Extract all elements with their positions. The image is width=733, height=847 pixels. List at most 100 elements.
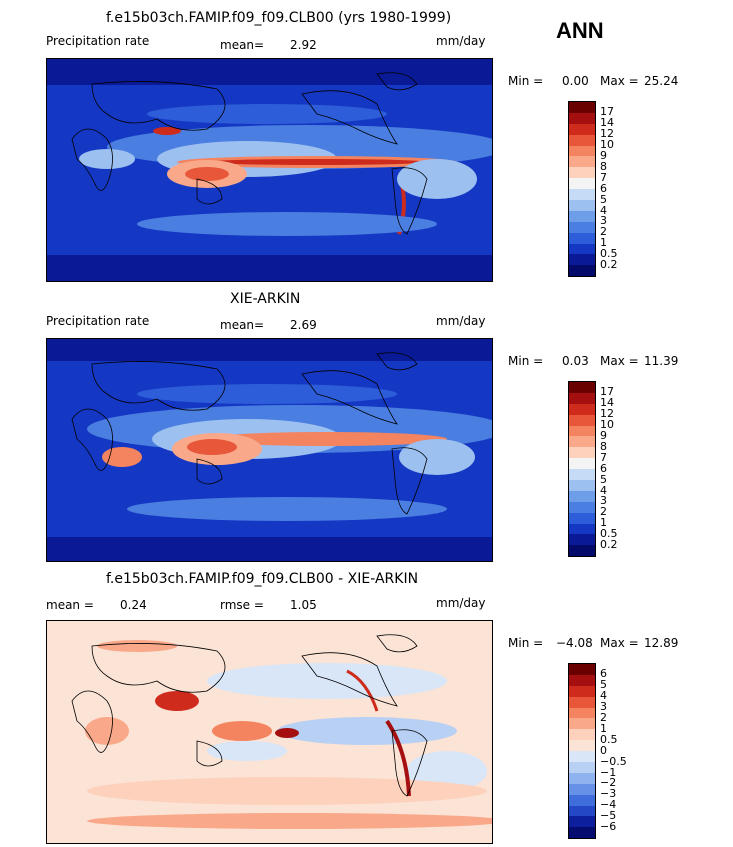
colorbar-level-label: 8	[600, 439, 607, 453]
panel-3-rmse-label: rmse =	[220, 598, 264, 612]
colorbar-level-label: 0.5	[600, 247, 618, 261]
panel-3-max-label: Max =	[600, 636, 639, 650]
colorbar-swatch	[569, 490, 595, 502]
colorbar-level-label: 14	[600, 396, 614, 410]
colorbar-level-label: 0.2	[600, 258, 618, 272]
colorbar-swatch	[569, 458, 595, 470]
colorbar-level-label: 1	[600, 516, 607, 530]
panel-1-map	[46, 58, 493, 282]
colorbar-swatch	[569, 762, 595, 773]
colorbar-swatch	[569, 178, 595, 190]
colorbar-level-label: 2	[600, 505, 607, 519]
colorbar-level-label: 6	[600, 667, 607, 681]
colorbar-level-label: 3	[600, 214, 607, 228]
colorbar-level-label: 5	[600, 678, 607, 692]
colorbar-swatch	[569, 740, 595, 752]
panel-3-colorbar	[568, 663, 596, 840]
panel-3-min-label: Min =	[508, 636, 544, 650]
panel-2-mean-value: 2.69	[290, 318, 317, 332]
colorbar-level-label: −0.5	[600, 754, 627, 768]
panel-1-mean-label: mean=	[220, 38, 265, 52]
colorbar-swatch	[569, 469, 595, 481]
colorbar-swatch	[569, 210, 595, 222]
panel-1-title: f.e15b03ch.FAMIP.f09_f09.CLB00 (yrs 1980…	[106, 10, 452, 26]
colorbar-level-label: 2	[600, 711, 607, 725]
panel-3-mean-label: mean =	[46, 598, 94, 612]
panel-3-max-value: 12.89	[644, 636, 679, 650]
colorbar-swatch	[569, 382, 595, 393]
colorbar-swatch	[569, 447, 595, 459]
colorbar-swatch	[569, 167, 595, 179]
colorbar-swatch	[569, 685, 595, 697]
colorbar-level-label: 7	[600, 170, 607, 184]
panel-2-units: mm/day	[436, 314, 486, 328]
colorbar-level-label: 6	[600, 181, 607, 195]
panel-1-min-label: Min =	[508, 74, 544, 88]
colorbar-swatch	[569, 403, 595, 415]
colorbar-swatch	[569, 674, 595, 686]
colorbar-level-label: 1	[600, 236, 607, 250]
colorbar-swatch	[569, 414, 595, 426]
colorbar-level-label: 12	[600, 407, 614, 421]
colorbar-level-label: 5	[600, 472, 607, 486]
panel-2-min-label: Min =	[508, 354, 544, 368]
colorbar-level-label: 3	[600, 494, 607, 508]
colorbar-level-label: 0.2	[600, 538, 618, 552]
colorbar-swatch	[569, 145, 595, 157]
colorbar-swatch	[569, 805, 595, 817]
colorbar-level-label: −6	[600, 820, 617, 834]
colorbar-swatch	[569, 696, 595, 708]
panel-3-mean-value: 0.24	[120, 598, 147, 612]
colorbar-swatch	[569, 425, 595, 437]
colorbar-swatch	[569, 123, 595, 135]
colorbar-level-label: 4	[600, 203, 607, 217]
colorbar-swatch	[569, 436, 595, 448]
colorbar-level-label: 0.5	[600, 527, 618, 541]
colorbar-level-label: 0	[600, 743, 607, 757]
panel-1-units: mm/day	[436, 34, 486, 48]
panel-2-map	[46, 338, 493, 562]
panel-3-title: f.e15b03ch.FAMIP.f09_f09.CLB00 - XIE-ARK…	[106, 571, 419, 587]
colorbar-level-label: 9	[600, 429, 607, 443]
panel-3-map-graphic	[47, 621, 492, 843]
colorbar-swatch	[569, 243, 595, 255]
colorbar-level-label: −3	[600, 787, 617, 801]
colorbar-swatch	[569, 392, 595, 404]
colorbar-swatch	[569, 221, 595, 233]
colorbar-level-label: 10	[600, 418, 614, 432]
colorbar-swatch	[569, 480, 595, 491]
colorbar-swatch	[569, 189, 595, 201]
colorbar-swatch	[569, 534, 595, 546]
panel-3-rmse-value: 1.05	[290, 598, 317, 612]
colorbar-swatch	[569, 501, 595, 513]
colorbar-level-label: 4	[600, 483, 607, 497]
panel-3-map	[46, 620, 493, 844]
panel-2-variable-label: Precipitation rate	[46, 314, 150, 328]
colorbar-swatch	[569, 718, 595, 730]
colorbar-level-label: 10	[600, 138, 614, 152]
colorbar-level-label: 9	[600, 149, 607, 163]
colorbar-swatch	[569, 729, 595, 741]
colorbar-level-label: 14	[600, 116, 614, 130]
season-label: ANN	[556, 18, 604, 43]
panel-2-min-value: 0.03	[562, 354, 589, 368]
colorbar-swatch	[569, 156, 595, 168]
panel-2-title: XIE-ARKIN	[230, 291, 301, 307]
colorbar-level-label: 3	[600, 700, 607, 714]
colorbar-swatch	[569, 545, 595, 557]
colorbar-swatch	[569, 751, 595, 763]
panel-1-mean-value: 2.92	[290, 38, 317, 52]
colorbar-level-label: 7	[600, 450, 607, 464]
colorbar-level-label: −1	[600, 765, 617, 779]
panel-3-units: mm/day	[436, 596, 486, 610]
colorbar-swatch	[569, 134, 595, 146]
colorbar-swatch	[569, 827, 595, 839]
colorbar-level-label: 17	[600, 385, 614, 399]
colorbar-swatch	[569, 102, 595, 113]
colorbar-level-label: 2	[600, 225, 607, 239]
panel-1-min-value: 0.00	[562, 74, 589, 88]
colorbar-level-label: −5	[600, 809, 617, 823]
colorbar-level-label: −2	[600, 776, 617, 790]
panel-1-map-graphic	[47, 59, 492, 281]
colorbar-swatch	[569, 512, 595, 524]
